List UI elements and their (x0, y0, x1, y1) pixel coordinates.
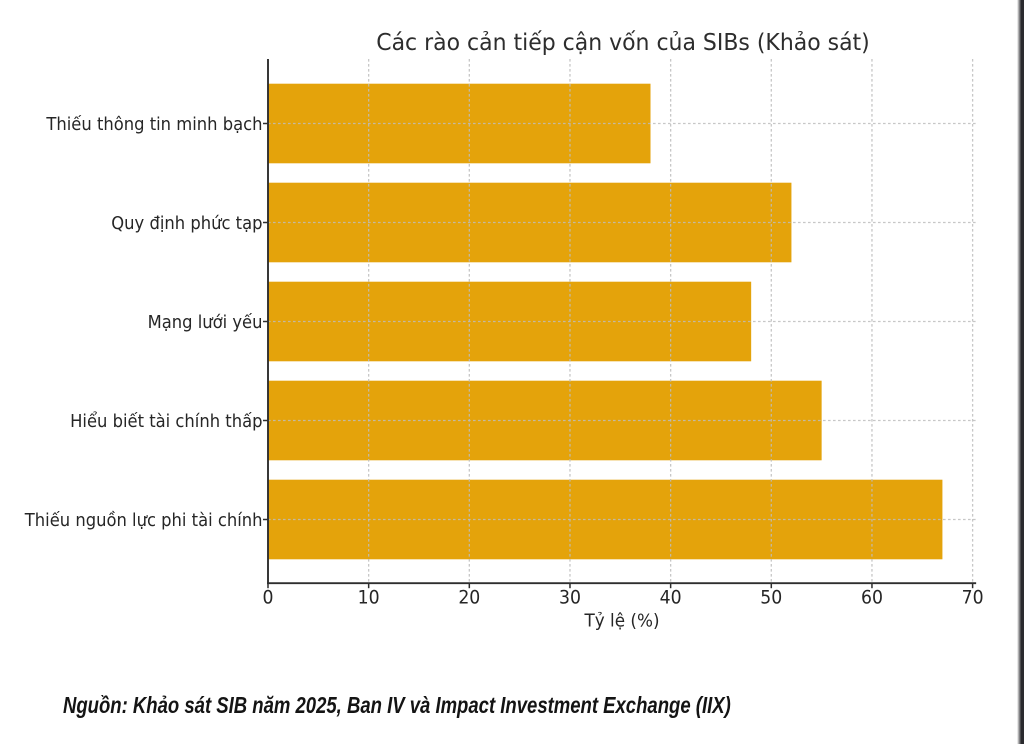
source-note: Nguồn: Khảo sát SIB năm 2025, Ban IV và … (63, 692, 731, 718)
x-tick-label: 60 (861, 587, 883, 608)
x-tick-label: 70 (962, 587, 984, 608)
x-tick-label: 40 (660, 587, 682, 608)
x-tick-label: 10 (358, 587, 380, 608)
x-tick-label: 20 (458, 587, 480, 608)
chart-title: Các rào cản tiếp cận vốn của SIBs (Khảo … (376, 28, 870, 56)
x-axis-label: Tỷ lệ (%) (584, 611, 660, 632)
category-label: Thiếu nguồn lực phi tài chính (24, 510, 263, 531)
x-tick-label: 0 (263, 587, 274, 608)
category-label: Mạng lưới yếu (148, 312, 263, 333)
category-label: Quy định phức tạp (111, 214, 262, 234)
x-tick-label: 30 (559, 587, 581, 608)
viewer-background-strip (1017, 0, 1024, 744)
category-label: Hiểu biết tài chính thấp (70, 411, 262, 432)
category-label: Thiếu thông tin minh bạch (45, 114, 262, 135)
x-tick-label: 50 (760, 587, 782, 608)
